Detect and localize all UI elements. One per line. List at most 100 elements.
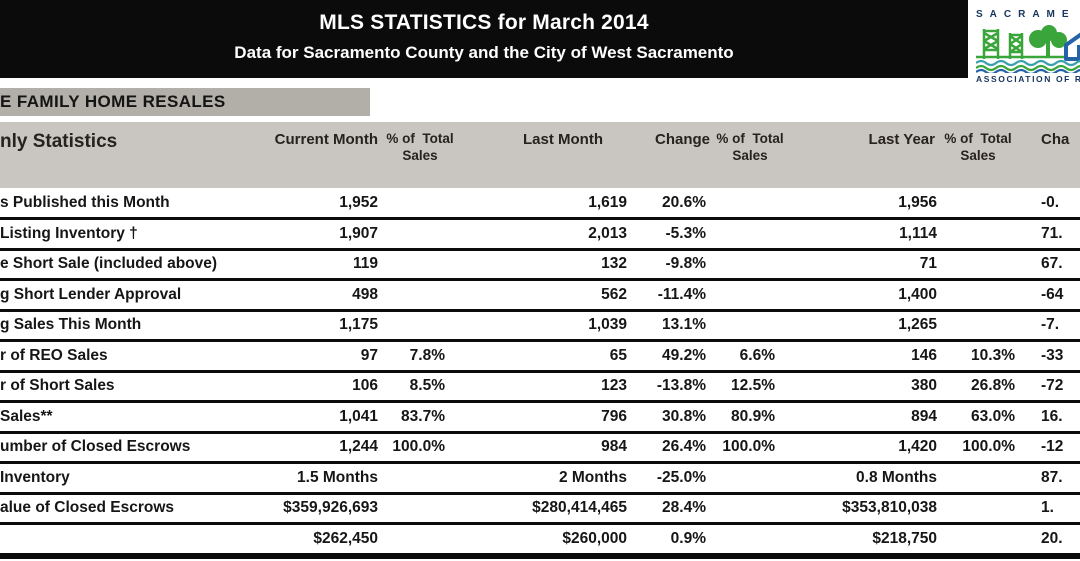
cell-pct-total-sales-1: 83.7% xyxy=(378,401,445,434)
col-header-pct-total-sales-3: % of Total Sales xyxy=(944,131,1012,163)
cell-last-year: 380 xyxy=(775,371,937,403)
cell-pct-total-sales-2: 12.5% xyxy=(706,371,775,403)
cell-pct-total-sales-1 xyxy=(378,188,445,220)
cell-change-1: -5.3% xyxy=(627,218,706,251)
cell-pct-total-sales-2 xyxy=(706,462,775,495)
section-title: E FAMILY HOME RESALES xyxy=(0,92,226,111)
cell-pct-total-sales-3: 63.0% xyxy=(937,401,1015,434)
cell-last-month: 1,039 xyxy=(445,310,627,342)
cell-change-2: 1. xyxy=(1015,493,1080,525)
cell-pct-total-sales-1 xyxy=(378,523,445,556)
cell-change-1: -25.0% xyxy=(627,462,706,495)
col-header-change-2: Cha xyxy=(1041,131,1070,148)
table-row: r of REO Sales 97 7.8% 65 49.2% 6.6% 146… xyxy=(0,340,1080,373)
cell-current-month: 1.5 Months xyxy=(240,462,378,495)
cell-pct-total-sales-3 xyxy=(937,188,1015,220)
cell-pct-total-sales-2 xyxy=(706,218,775,251)
cell-change-1: 49.2% xyxy=(627,340,706,373)
table-row: s Published this Month 1,952 1,619 20.6%… xyxy=(0,188,1080,220)
cell-last-year: $353,810,038 xyxy=(775,493,937,525)
cell-change-2: -64 xyxy=(1015,279,1080,312)
cell-pct-total-sales-1 xyxy=(378,249,445,281)
col-header-pct-total-sales-2: % of Total Sales xyxy=(716,131,784,163)
cell-last-year: 71 xyxy=(775,249,937,281)
row-label: e Short Sale (included above) xyxy=(0,249,240,281)
table-row: Listing Inventory † 1,907 2,013 -5.3% 1,… xyxy=(0,218,1080,251)
cell-change-2: -0. xyxy=(1015,188,1080,220)
cell-change-2: -72 xyxy=(1015,371,1080,403)
table-row: $262,450 $260,000 0.9% $218,750 20. xyxy=(0,523,1080,556)
statistics-table: s Published this Month 1,952 1,619 20.6%… xyxy=(0,188,1080,556)
cell-pct-total-sales-3 xyxy=(937,523,1015,556)
cell-pct-total-sales-2 xyxy=(706,523,775,556)
cell-pct-total-sales-1: 100.0% xyxy=(378,432,445,464)
cell-pct-total-sales-2 xyxy=(706,310,775,342)
cell-pct-total-sales-2 xyxy=(706,493,775,525)
table-title: nly Statistics xyxy=(0,131,118,152)
association-logo: SACRAME xyxy=(968,4,1080,90)
cell-pct-total-sales-3: 10.3% xyxy=(937,340,1015,373)
cell-pct-total-sales-2 xyxy=(706,188,775,220)
cell-change-2: 87. xyxy=(1015,462,1080,495)
cell-last-year: 1,114 xyxy=(775,218,937,251)
cell-last-month: $280,414,465 xyxy=(445,493,627,525)
cell-last-month: 123 xyxy=(445,371,627,403)
cell-change-2: -7. xyxy=(1015,310,1080,342)
cell-pct-total-sales-2 xyxy=(706,249,775,281)
cell-change-2: 71. xyxy=(1015,218,1080,251)
cell-change-1: -9.8% xyxy=(627,249,706,281)
report-subtitle: Data for Sacramento County and the City … xyxy=(234,43,734,62)
cell-current-month: $359,926,693 xyxy=(240,493,378,525)
report-title: MLS STATISTICS for March 2014 xyxy=(319,11,649,34)
cell-pct-total-sales-3 xyxy=(937,462,1015,495)
cell-last-year: 146 xyxy=(775,340,937,373)
cell-pct-total-sales-1 xyxy=(378,310,445,342)
cell-change-1: 28.4% xyxy=(627,493,706,525)
cell-change-1: -13.8% xyxy=(627,371,706,403)
cell-change-2: 20. xyxy=(1015,523,1080,556)
cell-last-year: $218,750 xyxy=(775,523,937,556)
cell-last-year: 894 xyxy=(775,401,937,434)
row-label: umber of Closed Escrows xyxy=(0,432,240,464)
cell-pct-total-sales-1 xyxy=(378,279,445,312)
cell-current-month: 119 xyxy=(240,249,378,281)
cell-last-month: 984 xyxy=(445,432,627,464)
cell-pct-total-sales-2 xyxy=(706,279,775,312)
cell-last-month: 2,013 xyxy=(445,218,627,251)
cell-pct-total-sales-2: 6.6% xyxy=(706,340,775,373)
cell-last-year: 1,420 xyxy=(775,432,937,464)
cell-change-2: -12 xyxy=(1015,432,1080,464)
cell-change-2: 16. xyxy=(1015,401,1080,434)
cell-change-2: -33 xyxy=(1015,340,1080,373)
cell-last-year: 0.8 Months xyxy=(775,462,937,495)
table-row: r of Short Sales 106 8.5% 123 -13.8% 12.… xyxy=(0,371,1080,403)
table-row: Inventory 1.5 Months 2 Months -25.0% 0.8… xyxy=(0,462,1080,495)
col-header-change-1: Change xyxy=(654,131,710,148)
cell-pct-total-sales-1 xyxy=(378,218,445,251)
cell-last-month: $260,000 xyxy=(445,523,627,556)
cell-change-1: 13.1% xyxy=(627,310,706,342)
cell-last-month: 132 xyxy=(445,249,627,281)
cell-pct-total-sales-3 xyxy=(937,249,1015,281)
cell-pct-total-sales-3: 26.8% xyxy=(937,371,1015,403)
bottom-border-bar xyxy=(0,553,1080,559)
cell-last-year: 1,265 xyxy=(775,310,937,342)
cell-change-1: 0.9% xyxy=(627,523,706,556)
cell-pct-total-sales-2: 100.0% xyxy=(706,432,775,464)
cell-change-1: 20.6% xyxy=(627,188,706,220)
cell-pct-total-sales-3 xyxy=(937,493,1015,525)
table-row: e Short Sale (included above) 119 132 -9… xyxy=(0,249,1080,281)
cell-change-1: 30.8% xyxy=(627,401,706,434)
cell-current-month: 1,907 xyxy=(240,218,378,251)
cell-last-year: 1,956 xyxy=(775,188,937,220)
cell-pct-total-sales-1 xyxy=(378,493,445,525)
table-row: umber of Closed Escrows 1,244 100.0% 984… xyxy=(0,432,1080,464)
logo-association-text: ASSOCIATION OF R xyxy=(976,74,1080,84)
table-row: Sales** 1,041 83.7% 796 30.8% 80.9% 894 … xyxy=(0,401,1080,434)
table-row: alue of Closed Escrows $359,926,693 $280… xyxy=(0,493,1080,525)
table-row: g Sales This Month 1,175 1,039 13.1% 1,2… xyxy=(0,310,1080,342)
report-banner: MLS STATISTICS for March 2014 Data for S… xyxy=(0,0,968,78)
row-label xyxy=(0,523,240,556)
col-header-last-month: Last Month xyxy=(523,131,603,148)
